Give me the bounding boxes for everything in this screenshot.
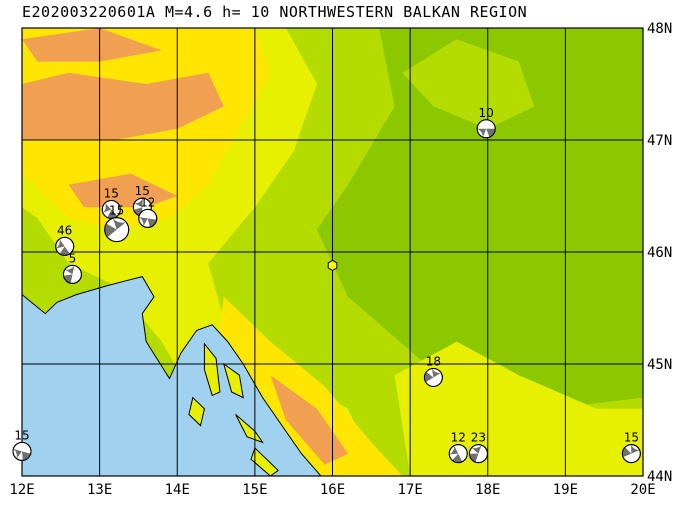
island <box>222 362 244 399</box>
event-beachball: 15 <box>104 204 130 243</box>
lat-label: 48N <box>647 21 672 37</box>
island <box>250 447 279 476</box>
lon-label: 19E <box>553 482 578 498</box>
mountain-zone-dinaric <box>216 296 403 476</box>
event-depth-label: 46 <box>57 223 72 237</box>
event-depth-label: 15 <box>14 428 29 442</box>
island <box>235 414 264 444</box>
lat-label: 47N <box>647 133 672 149</box>
event-beachball: 12 <box>138 195 158 228</box>
event-depth-label: 18 <box>426 354 441 368</box>
high-alps <box>22 72 224 140</box>
island <box>188 396 205 427</box>
upland-zone-south <box>394 341 643 476</box>
event-depth-label: 12 <box>140 195 155 209</box>
epicenter-marker <box>327 259 338 271</box>
lon-label: 20E <box>630 482 655 498</box>
high-julian <box>68 173 178 208</box>
lon-label: 16E <box>320 482 345 498</box>
lat-label: 45N <box>647 357 672 373</box>
event-depth-label: 12 <box>451 431 466 445</box>
event-depth-label: 15 <box>109 204 124 218</box>
event-beachball: 12 <box>448 431 468 464</box>
island <box>203 342 221 397</box>
map-frame <box>21 27 644 477</box>
event-depth-label: 23 <box>471 431 486 445</box>
event-depth-label: 15 <box>104 186 119 200</box>
lon-label: 14E <box>165 482 190 498</box>
event-beachball: 10 <box>476 106 496 139</box>
event-depth-label: 15 <box>135 184 150 198</box>
latitude-labels: 44N 45N 46N 47N 48N <box>647 21 672 485</box>
lat-label: 46N <box>647 245 672 261</box>
event-depth-label: 15 <box>624 431 639 445</box>
lat-label: 44N <box>647 469 672 485</box>
event-beachball: 15 <box>101 186 121 219</box>
event-depth-label: 5 <box>69 251 77 265</box>
longitude-labels: 12E 13E 14E 15E 16E 17E 18E 19E 20E <box>9 482 655 498</box>
lon-label: 13E <box>87 482 112 498</box>
event-beachball: 18 <box>423 354 443 387</box>
high-dinaric <box>270 375 348 465</box>
event-beachball: 15 <box>621 431 641 464</box>
lon-label: 15E <box>242 482 267 498</box>
map-title: E202003220601A M=4.6 h= 10 NORTHWESTERN … <box>22 3 528 21</box>
event-beachball: 15 <box>12 428 32 461</box>
lon-label: 17E <box>397 482 422 498</box>
lon-label: 18E <box>475 482 500 498</box>
event-beachball: 5 <box>62 251 82 284</box>
event-depth-label: 10 <box>479 106 494 120</box>
event-beachball: 23 <box>468 431 488 464</box>
high-alps-north <box>22 28 162 62</box>
lon-label: 12E <box>9 482 34 498</box>
event-beachball: 46 <box>55 223 75 256</box>
hill-zone-east <box>402 39 535 129</box>
epicenter-hexagon <box>327 259 338 271</box>
